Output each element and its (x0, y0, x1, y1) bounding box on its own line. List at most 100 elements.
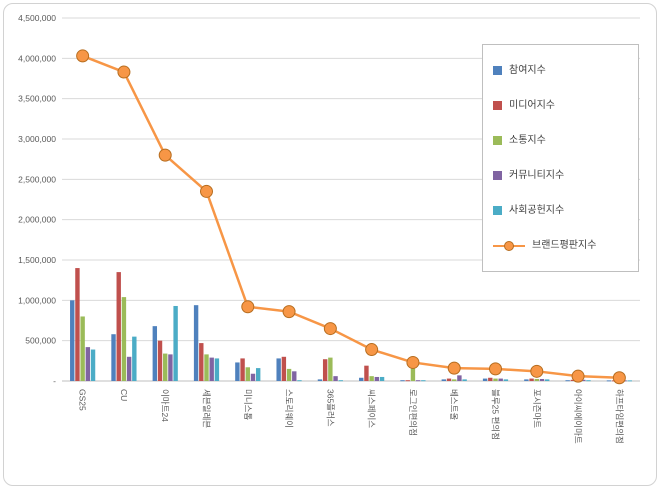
communication-swatch-icon (493, 136, 502, 145)
bar-social-contribution-6 (338, 380, 343, 382)
bar-communication-1 (121, 297, 127, 381)
bar-media-12 (570, 379, 576, 381)
brand-reputation-marker-4 (241, 300, 255, 314)
participation-swatch-icon (493, 66, 502, 75)
bar-community-10 (498, 378, 503, 381)
brand-reputation-marker-0 (76, 49, 90, 63)
bar-media-1 (116, 272, 121, 381)
bar-media-9 (446, 378, 452, 381)
bar-communication-8 (410, 365, 416, 381)
bar-media-8 (405, 380, 410, 382)
bar-media-6 (322, 359, 328, 381)
bar-community-11 (539, 378, 545, 381)
x-tick-label-3: 세븐일레븐 (202, 389, 212, 428)
y-tick-label-0: - (53, 376, 56, 386)
legend-label-communication: 소통지수 (509, 134, 546, 146)
legend-item-communication: 소통지수 (493, 134, 628, 146)
bar-community-3 (209, 357, 214, 381)
bar-participation-9 (441, 379, 447, 381)
bar-participation-4 (235, 362, 240, 381)
x-tick-label-13: 하프타임편의점 (614, 389, 624, 444)
legend-item-brand-reputation: 브랜드평판지수 (493, 240, 628, 251)
bar-community-9 (457, 375, 462, 381)
bar-media-10 (488, 377, 493, 381)
bar-participation-6 (317, 379, 323, 381)
bar-communication-0 (80, 316, 85, 381)
x-tick-label-7: 씨스페이스 (367, 389, 377, 428)
bar-participation-1 (111, 334, 116, 381)
bar-social-contribution-9 (462, 379, 467, 381)
bar-community-6 (333, 376, 338, 381)
bar-social-contribution-10 (503, 379, 509, 381)
brand-reputation-marker-11 (530, 364, 544, 378)
bar-community-2 (168, 354, 173, 381)
bar-participation-0 (70, 300, 75, 381)
x-tick-label-9: 베스트올 (449, 389, 459, 420)
x-tick-label-6: 365플러스 (325, 389, 335, 427)
y-tick-label-4: 2,000,000 (18, 215, 56, 225)
bar-communication-6 (328, 357, 333, 381)
y-tick-label-7: 3,500,000 (18, 94, 56, 104)
legend-label-participation: 참여지수 (509, 64, 546, 76)
y-tick-label-9: 4,500,000 (18, 13, 56, 23)
legend-line-dot (504, 240, 514, 251)
social-contribution-swatch-icon (493, 206, 502, 215)
y-tick-label-3: 1,500,000 (18, 255, 56, 265)
y-tick-label-1: 500,000 (25, 336, 56, 346)
community-swatch-icon (493, 171, 502, 180)
bar-social-contribution-3 (214, 358, 220, 381)
bar-community-4 (250, 373, 256, 381)
bar-participation-13 (606, 380, 612, 382)
bar-participation-8 (400, 380, 405, 382)
bar-social-contribution-13 (627, 380, 632, 382)
brand-reputation-marker-5 (282, 305, 296, 319)
brand-reputation-marker-8 (406, 355, 420, 369)
bar-social-contribution-8 (421, 380, 426, 382)
bar-media-3 (199, 343, 204, 381)
x-tick-label-1: CU (119, 389, 129, 401)
bar-participation-10 (482, 378, 488, 381)
legend-label-social-contribution: 사회공헌지수 (509, 204, 565, 216)
legend-label-community: 커뮤니티지수 (509, 169, 565, 181)
brand-reputation-line (82, 54, 620, 380)
legend-label-media: 미디어지수 (509, 99, 555, 111)
bar-participation-11 (524, 379, 529, 381)
bar-social-contribution-11 (544, 379, 550, 381)
bar-media-5 (281, 356, 287, 381)
x-tick-label-11: 포시즌마트 (532, 389, 542, 428)
bar-participation-3 (193, 305, 199, 381)
brand-reputation-marker-2 (158, 148, 172, 162)
bar-participation-2 (152, 326, 158, 381)
brand-reputation-marker-12 (571, 369, 585, 383)
x-tick-label-0: GS25 (78, 389, 88, 411)
bar-participation-7 (359, 377, 364, 381)
x-tick-label-5: 스토리웨이 (284, 389, 294, 428)
bar-communication-2 (163, 353, 168, 381)
bar-communication-3 (204, 354, 209, 381)
bar-communication-7 (369, 376, 374, 381)
bar-communication-9 (452, 379, 457, 381)
media-swatch-icon (493, 101, 502, 110)
brand-reputation-marker-10 (489, 362, 502, 376)
bar-community-1 (126, 356, 132, 381)
bar-communication-11 (534, 378, 539, 381)
bar-media-4 (240, 358, 245, 381)
bar-social-contribution-7 (379, 376, 385, 381)
brand-reputation-marker-7 (365, 343, 379, 357)
brand-reputation-marker-1 (117, 65, 131, 79)
brand-reputation-marker-9 (447, 361, 461, 375)
chart-legend: 참여지수 미디어지수 소통지수 커뮤니티지수 사회공헌지수 브랜드평판지수 (482, 44, 639, 272)
bar-media-0 (75, 268, 80, 381)
bar-communication-5 (286, 368, 292, 381)
bar-media-2 (157, 340, 163, 381)
bar-community-5 (292, 371, 297, 381)
brand-reputation-marker-3 (200, 184, 213, 198)
y-tick-label-8: 4,000,000 (18, 53, 56, 63)
bar-community-0 (85, 347, 91, 381)
legend-item-social-contribution: 사회공헌지수 (493, 204, 628, 216)
bar-social-contribution-5 (297, 380, 302, 382)
bar-social-contribution-1 (132, 336, 137, 381)
bar-communication-4 (245, 367, 250, 381)
bar-community-7 (374, 376, 380, 381)
